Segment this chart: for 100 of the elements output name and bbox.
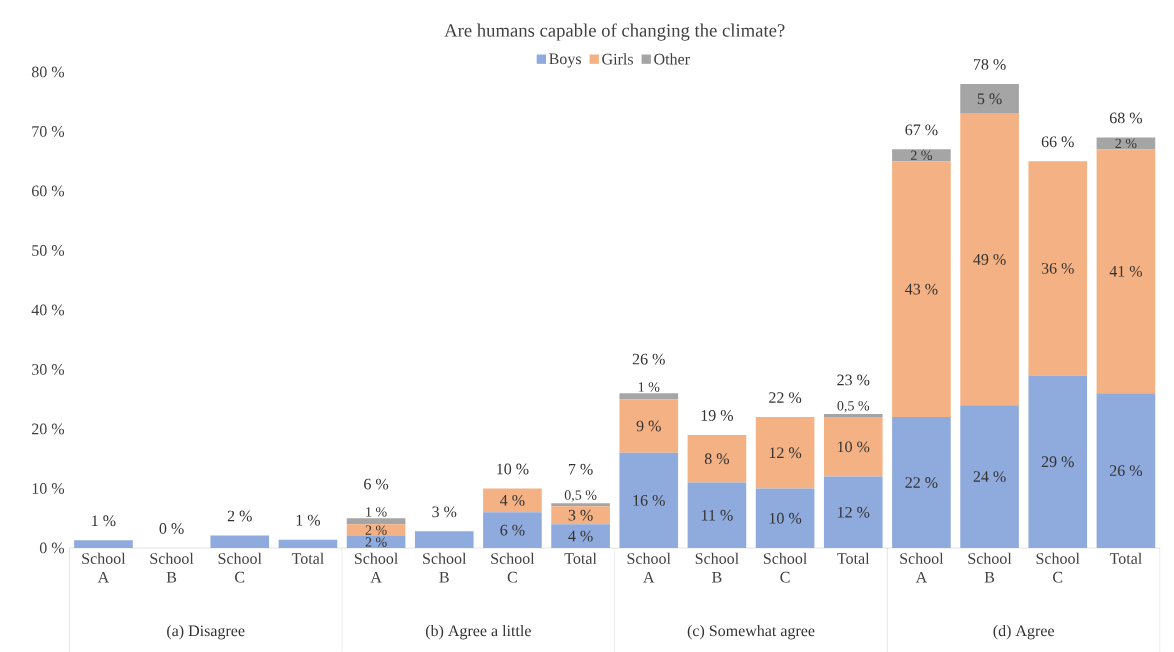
- bar: [619, 452, 679, 548]
- bar: [210, 535, 270, 548]
- bar: [483, 488, 542, 513]
- x-tick-label: School A: [900, 552, 944, 583]
- bar: [687, 434, 747, 483]
- data-label: 0,5 %: [564, 490, 597, 502]
- y-tick-label: 80 %: [31, 66, 65, 78]
- data-label: 5 %: [977, 93, 1002, 105]
- text: (c) Somewhat agree: [687, 624, 815, 640]
- total-label: 23 %: [837, 374, 870, 386]
- y-tick-label: 70 %: [32, 126, 65, 137]
- bar: [960, 405, 1019, 548]
- bar: [278, 539, 338, 548]
- total-label: 22 %: [769, 392, 802, 404]
- bar: [1096, 149, 1156, 394]
- data-label: 2 %: [365, 525, 387, 535]
- data-label: 10 %: [837, 441, 870, 453]
- bar: [960, 113, 1019, 406]
- data-label: 16 %: [633, 494, 665, 506]
- data-label: 2 %: [365, 537, 387, 547]
- data-label: 4 %: [568, 530, 593, 542]
- data-label: 6 %: [500, 524, 525, 536]
- x-tick-label: Total: [837, 552, 870, 564]
- data-label: 1 %: [366, 507, 387, 517]
- x-tick-label: School C: [218, 552, 262, 583]
- bar: [823, 417, 883, 477]
- bar: [755, 417, 815, 489]
- x-tick-label: School A: [82, 552, 126, 583]
- bar: [346, 518, 406, 525]
- bar: [619, 399, 679, 453]
- bar: [551, 503, 610, 507]
- bar: [892, 149, 951, 162]
- total-label: 68 %: [1109, 112, 1143, 124]
- data-label: 26 %: [1109, 465, 1143, 477]
- x-tick-label: School C: [1036, 552, 1080, 583]
- bar: [687, 482, 747, 548]
- y-tick-label: 60 %: [31, 185, 65, 197]
- data-label: 2 %: [1115, 138, 1137, 149]
- data-label: 24 %: [973, 471, 1006, 483]
- data-label: 1 %: [638, 382, 660, 392]
- total-label: 1 %: [92, 515, 116, 527]
- total-label: 67 %: [905, 124, 938, 136]
- bar: [823, 476, 883, 548]
- data-label: 9 %: [636, 420, 661, 432]
- bar: [1096, 137, 1156, 150]
- total-label: 1 %: [296, 514, 321, 526]
- bar: [755, 488, 815, 548]
- y-tick-label: 0 %: [39, 542, 65, 554]
- data-label: 0,5 %: [837, 401, 870, 413]
- total-label: 7 %: [568, 463, 593, 475]
- y-tick-label: 10 %: [32, 483, 65, 494]
- x-tick-label: School B: [423, 552, 467, 583]
- x-tick-label: School C: [491, 552, 535, 583]
- data-label: 3 %: [568, 509, 593, 521]
- bar: [1028, 375, 1088, 548]
- bar: [892, 417, 951, 548]
- data-label: 36 %: [1041, 262, 1074, 274]
- total-label: 10 %: [497, 463, 529, 475]
- total-label: 3 %: [432, 506, 457, 518]
- total-label: 6 %: [364, 478, 389, 490]
- bar: [823, 414, 883, 418]
- text: (b) Agree a little: [425, 624, 531, 640]
- total-label: 2 %: [227, 510, 252, 522]
- bar: [346, 536, 406, 548]
- bar: [551, 524, 610, 548]
- bar: [346, 524, 406, 537]
- data-label: 11 %: [701, 509, 733, 521]
- x-tick-label: Total: [564, 552, 597, 564]
- bar: [74, 540, 133, 548]
- bar: [414, 531, 474, 548]
- legend-label: Girls: [602, 53, 633, 65]
- data-label: 10 %: [769, 512, 802, 524]
- data-label: 4 %: [500, 494, 525, 506]
- total-label: 26 %: [632, 353, 665, 365]
- data-label: 49 %: [973, 253, 1006, 265]
- text: (a) Disagree: [167, 624, 245, 640]
- x-tick-label: School B: [968, 552, 1012, 583]
- x-tick-label: School B: [695, 552, 739, 583]
- chart-title: Are humans capable of changing the climate?: [444, 23, 785, 41]
- total-label: 78 %: [973, 59, 1006, 70]
- x-tick-label: School A: [627, 552, 671, 583]
- x-tick-label: School B: [150, 552, 194, 583]
- data-label: 12 %: [769, 447, 802, 459]
- data-label: 29 %: [1041, 456, 1074, 468]
- bar: [1028, 161, 1088, 376]
- bar: [1096, 393, 1156, 548]
- bar: [483, 512, 542, 548]
- data-label: 43 %: [905, 283, 938, 295]
- bar: [551, 506, 610, 525]
- data-label: 41 %: [1109, 265, 1143, 277]
- total-label: 66 %: [1041, 136, 1074, 148]
- data-label: 2 %: [910, 150, 933, 161]
- bar: [619, 393, 679, 400]
- bar: [892, 161, 951, 418]
- total-label: 0 %: [159, 523, 184, 534]
- x-tick-label: School C: [763, 552, 807, 583]
- y-tick-label: 40 %: [31, 304, 65, 316]
- text: (d) Agree: [993, 624, 1054, 640]
- y-tick-label: 30 %: [32, 364, 65, 375]
- total-label: 19 %: [701, 410, 734, 421]
